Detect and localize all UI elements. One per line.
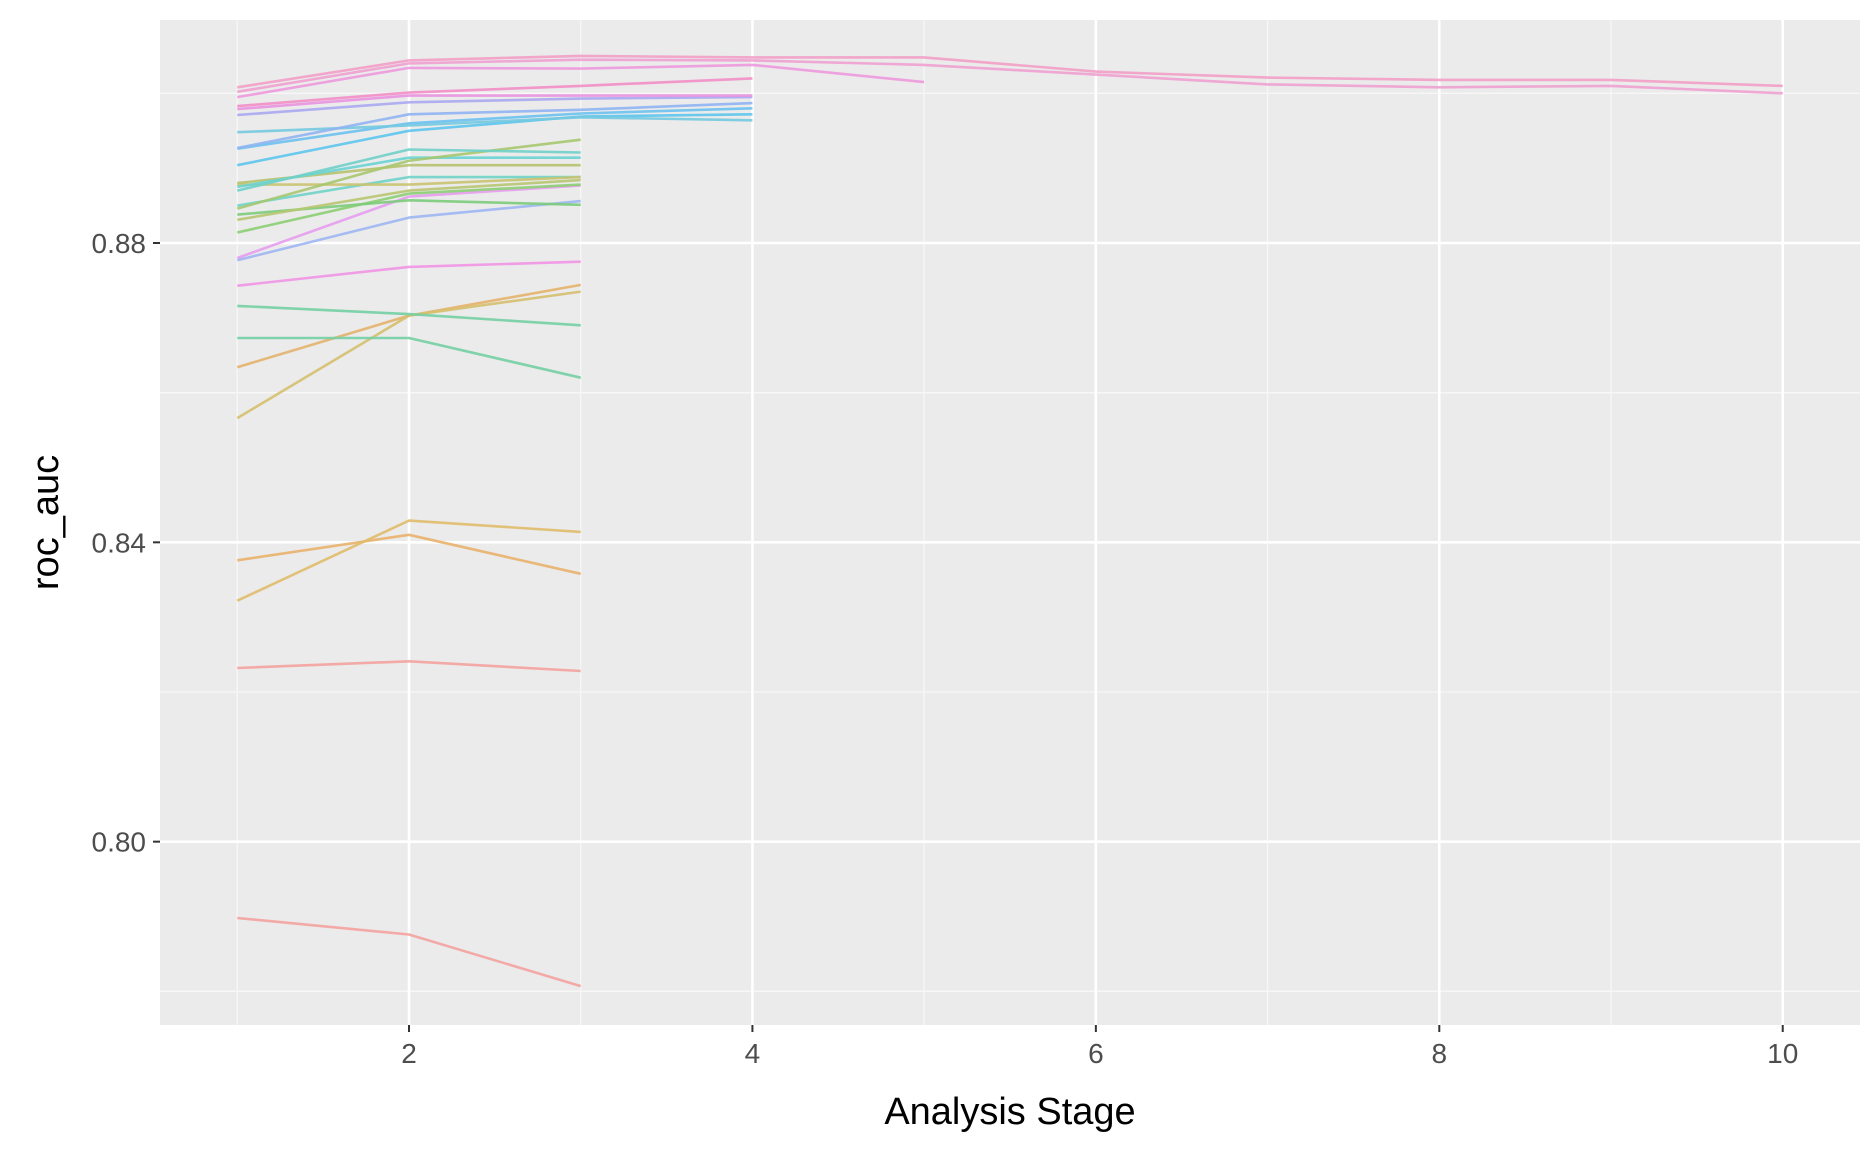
- grid-minor: [160, 20, 1860, 1025]
- y-axis-title: roc_auc: [25, 455, 67, 590]
- series-line-9: [237, 260, 581, 287]
- x-tick-label: 2: [401, 1038, 417, 1069]
- series-line-22: [237, 107, 753, 150]
- series-line-15: [237, 175, 581, 207]
- series-line-14: [237, 178, 581, 222]
- series-line-4: [236, 519, 581, 602]
- grid-major: [160, 20, 1860, 1025]
- tick-labels: 2 4 6 8 10 0.80 0.84 0.88: [92, 228, 1799, 1069]
- series-line-1: [237, 916, 582, 988]
- series-line-24: [237, 101, 753, 150]
- series-line-25: [237, 95, 753, 117]
- series-line-21: [237, 113, 753, 167]
- x-tick-label: 10: [1767, 1038, 1798, 1069]
- x-tick-label: 6: [1088, 1038, 1104, 1069]
- series-line-20: [236, 148, 581, 192]
- series-line-6: [236, 290, 581, 420]
- x-tick-label: 4: [745, 1038, 761, 1069]
- series-line-19: [236, 138, 581, 210]
- axis-ticks: [153, 242, 1784, 1032]
- series-line-7: [237, 304, 581, 327]
- series-line-30: [237, 58, 1783, 95]
- y-tick-label: 0.88: [92, 228, 147, 259]
- series-line-3: [237, 533, 581, 576]
- y-tick-label: 0.84: [92, 527, 147, 558]
- plot-panel: [160, 20, 1860, 1025]
- series-line-27: [237, 77, 753, 108]
- series-line-2: [237, 659, 581, 673]
- x-axis-title: Analysis Stage: [884, 1091, 1135, 1133]
- series-line-29: [237, 54, 1783, 89]
- series-line-11: [236, 199, 581, 262]
- series-line-16: [237, 175, 581, 186]
- x-tick-label: 8: [1432, 1038, 1448, 1069]
- series-line-23: [237, 116, 753, 134]
- series-line-28: [237, 63, 925, 99]
- series-line-10: [236, 184, 581, 260]
- series-line-8: [237, 336, 581, 379]
- series-line-26: [237, 94, 753, 111]
- series-layer: [236, 54, 1783, 988]
- y-tick-label: 0.80: [92, 827, 147, 858]
- series-line-12: [237, 183, 581, 234]
